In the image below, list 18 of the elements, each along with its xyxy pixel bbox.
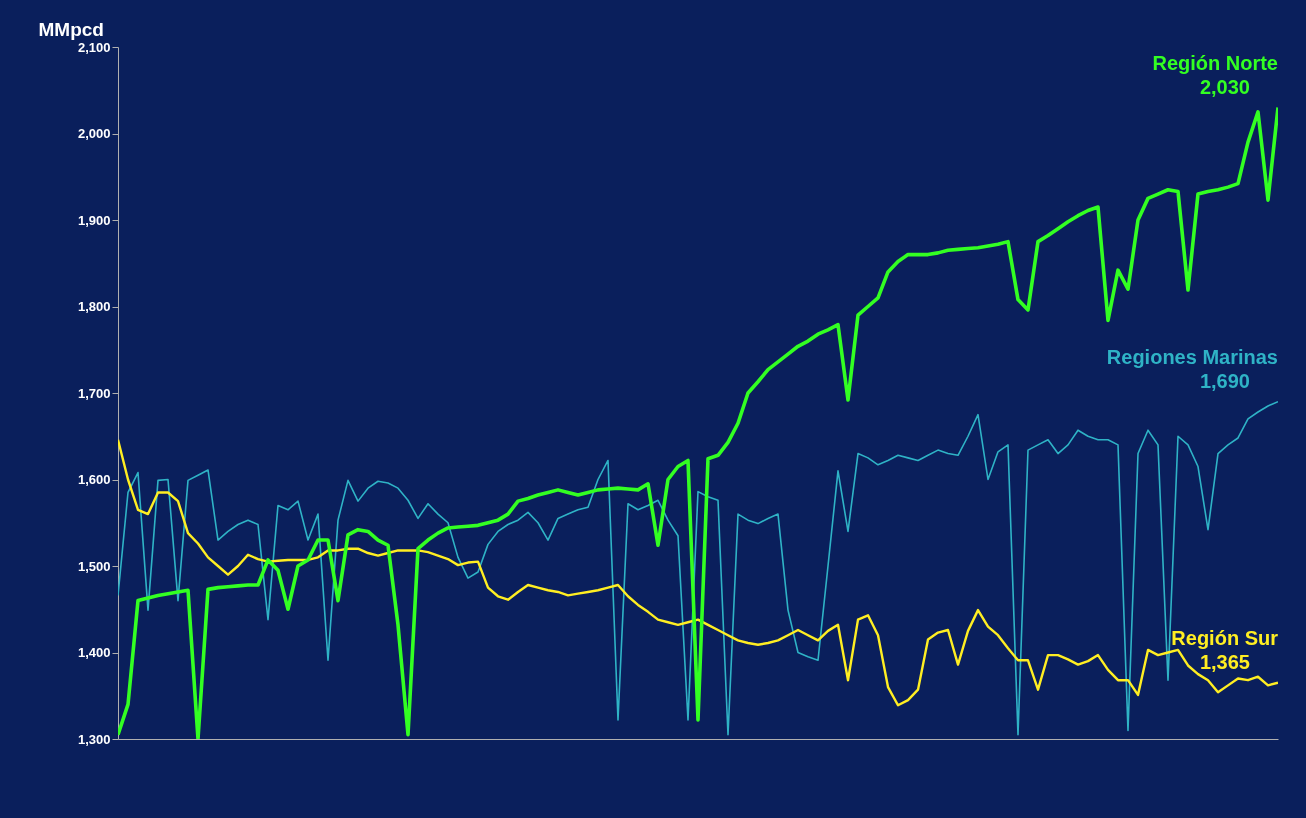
- y-tick-label: 1,600: [77, 472, 111, 487]
- y-tick-label: 2,100: [77, 39, 111, 55]
- series-label: Regiones Marinas: [1106, 345, 1278, 368]
- y-tick-label: 1,400: [77, 645, 111, 660]
- y-tick-label: 1,300: [77, 731, 111, 747]
- line-series: [118, 438, 1278, 707]
- y-tick-label: 1,500: [77, 558, 111, 574]
- annotation: 2,030: [1199, 75, 1250, 98]
- y-tick-label: 1,800: [77, 299, 111, 314]
- series-label: Región Sur: [1171, 626, 1279, 649]
- series-label: Región Norte: [1152, 51, 1278, 74]
- y-tick-label: 1,700: [77, 385, 111, 401]
- annotation: 1,690: [1199, 369, 1250, 392]
- y-tick-label: 1,900: [77, 212, 111, 228]
- y-tick-label: 2,000: [77, 126, 111, 141]
- y-axis-title: MMpcd: [38, 18, 104, 40]
- annotation: 1,365: [1199, 650, 1250, 673]
- line-series: [118, 400, 1278, 736]
